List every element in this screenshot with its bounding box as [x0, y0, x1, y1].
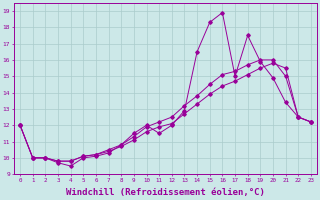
X-axis label: Windchill (Refroidissement éolien,°C): Windchill (Refroidissement éolien,°C): [66, 188, 265, 197]
